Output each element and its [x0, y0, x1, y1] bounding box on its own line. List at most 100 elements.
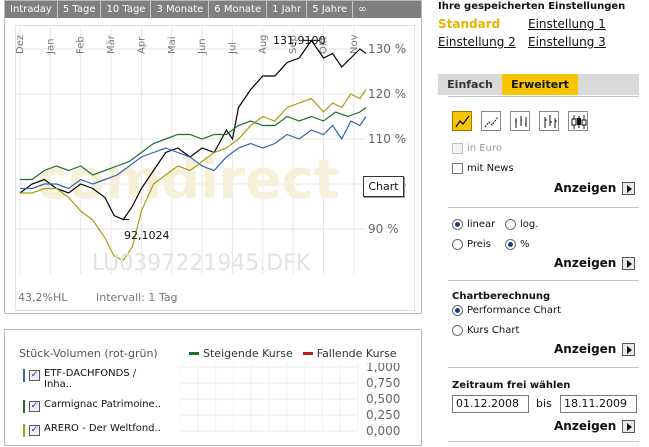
anzeigen-button-1[interactable]: Anzeigen [554, 181, 636, 195]
mit-news-option: mit News [452, 163, 514, 174]
log-label: log. [520, 219, 539, 230]
tab-max[interactable]: ∞ [358, 4, 367, 15]
arrow-right-icon [622, 342, 636, 356]
log-radio[interactable] [505, 219, 516, 230]
series-row: ✓ ETF-DACHFONDS / Inha.. [23, 368, 173, 391]
anzeigen-button-3[interactable]: Anzeigen [554, 342, 636, 356]
anzeigen-button-2[interactable]: Anzeigen [554, 256, 636, 270]
volume-y-tick: 1,000 [366, 363, 400, 374]
series-name: ARERO - Der Weltfond.. [44, 423, 161, 434]
preset-standard[interactable]: Standard [438, 17, 501, 31]
preset-einstellung-1[interactable]: Einstellung 1 [528, 17, 606, 31]
tab-3-monate[interactable]: 3 Monate [151, 1, 210, 18]
series-list: ✓ ETF-DACHFONDS / Inha.. ✓ Carmignac Pat… [23, 368, 173, 447]
linear-radio[interactable] [452, 219, 463, 230]
line-chart-icon[interactable] [452, 111, 472, 131]
performance-chart-option[interactable]: Performance Chart [452, 305, 561, 316]
series-checkbox[interactable]: ✓ [29, 370, 40, 381]
price-chart-svg: comdirect Dez Jan Feb Mär Apr Mai Jun Jul Aug Sep… [16, 26, 406, 304]
kurs-chart-radio[interactable] [452, 325, 463, 336]
anzeigen-label: Anzeigen [554, 342, 617, 356]
tab-10-tage[interactable]: 10 Tage [101, 1, 152, 18]
candlestick-chart-icon[interactable] [568, 111, 588, 131]
interval-label: Intervall: 1 Tag [96, 291, 178, 304]
month-label: Jun [197, 38, 208, 55]
series-checkbox[interactable]: ✓ [29, 425, 40, 436]
month-label: Aug [258, 34, 269, 54]
linear-option[interactable]: linear [452, 219, 495, 230]
ohlc-chart-icon[interactable] [481, 111, 501, 131]
in-euro-checkbox[interactable] [452, 143, 463, 154]
legend-down-swatch [302, 352, 313, 355]
percent-radio[interactable] [505, 239, 516, 250]
mit-news-label: mit News [467, 163, 514, 174]
tab-5-tage[interactable]: 5 Tage [58, 1, 102, 18]
series-line [20, 116, 367, 190]
performance-chart-label: Performance Chart [467, 305, 562, 316]
mit-news-checkbox[interactable] [452, 163, 463, 174]
month-label: Jan [45, 39, 56, 55]
chart-type-selector [452, 111, 588, 131]
settings-title: Ihre gespeicherten Einstellungen [438, 1, 626, 12]
arrow-right-icon [622, 419, 636, 433]
series-line [20, 107, 367, 181]
preset-einstellung-3[interactable]: Einstellung 3 [528, 35, 606, 49]
series-color-bar [23, 369, 25, 382]
tab-einfach[interactable]: Einfach [447, 78, 493, 91]
series-row: ✓ Carmignac Patrimoine.. [23, 399, 173, 415]
low-label: 92,1024 [124, 229, 170, 242]
y-tick-label: 110 % [368, 132, 406, 146]
month-label: Mär [106, 34, 117, 54]
volume-y-tick: 0,750 [366, 376, 400, 390]
month-label: Feb [76, 36, 87, 54]
legend-up-swatch [189, 352, 199, 355]
chart-tooltip: Chart [363, 176, 404, 197]
high-label: 131,9100 [273, 34, 326, 47]
performance-chart-radio[interactable] [452, 305, 463, 316]
legend-up: Steigende Kurse [189, 347, 293, 360]
zeitraum-heading: Zeitraum frei wählen [452, 380, 571, 391]
divider [448, 441, 639, 442]
price-chart[interactable]: comdirect Dez Jan Feb Mär Apr Mai Jun Jul Aug Sep… [15, 25, 415, 311]
bis-label: bis [536, 397, 552, 410]
tab-6-monate[interactable]: 6 Monate [209, 1, 268, 18]
volume-chart: 1,000 0,750 0,500 0,250 0,000 [180, 363, 400, 438]
kurs-chart-option[interactable]: Kurs Chart [452, 325, 519, 336]
preis-label: Preis [467, 239, 491, 250]
legend-down-label: Fallende Kurse [316, 347, 397, 360]
anzeigen-label: Anzeigen [554, 419, 617, 433]
chartberechnung-heading: Chartberechnung [452, 291, 551, 302]
preset-einstellung-2[interactable]: Einstellung 2 [438, 35, 516, 49]
series-name: ETF-DACHFONDS / Inha.. [44, 368, 137, 390]
divider [448, 367, 639, 368]
anzeigen-button-4[interactable]: Anzeigen [554, 419, 636, 433]
percent-option[interactable]: % [505, 239, 530, 250]
log-option[interactable]: log. [505, 219, 538, 230]
tab-erweitert[interactable]: Erweitert [502, 74, 578, 95]
tab-intraday[interactable]: Intraday [5, 1, 58, 18]
tab-5-jahre[interactable]: 5 Jahre [307, 1, 354, 18]
bar-chart-icon[interactable] [510, 111, 530, 131]
isin-watermark: LU0397221945.DFK [92, 251, 311, 276]
series-color-bar [23, 400, 25, 413]
anzeigen-label: Anzeigen [554, 256, 617, 270]
date-from-field[interactable]: 01.12.2008 [452, 395, 529, 413]
divider [448, 207, 639, 208]
date-to-field[interactable]: 18.11.2009 [560, 395, 637, 413]
arrow-right-icon [622, 181, 636, 195]
kurs-chart-label: Kurs Chart [467, 325, 520, 336]
tab-1-jahr[interactable]: 1 Jahr [267, 1, 308, 18]
preis-radio[interactable] [452, 239, 463, 250]
volume-y-tick: 0,500 [366, 392, 400, 406]
linear-label: linear [467, 219, 496, 230]
y-tick-label: 90 % [368, 222, 399, 236]
series-line [19, 39, 367, 221]
series-checkbox[interactable]: ✓ [29, 401, 40, 412]
hlc-chart-icon[interactable] [539, 111, 559, 131]
preis-option[interactable]: Preis [452, 239, 491, 250]
month-label: Nov [349, 34, 360, 54]
month-label: Sep [288, 35, 299, 54]
mode-tabs: Einfach Erweitert [438, 74, 639, 95]
volume-title: Stück-Volumen (rot-grün) [19, 347, 158, 360]
month-label: Dez [16, 35, 26, 54]
